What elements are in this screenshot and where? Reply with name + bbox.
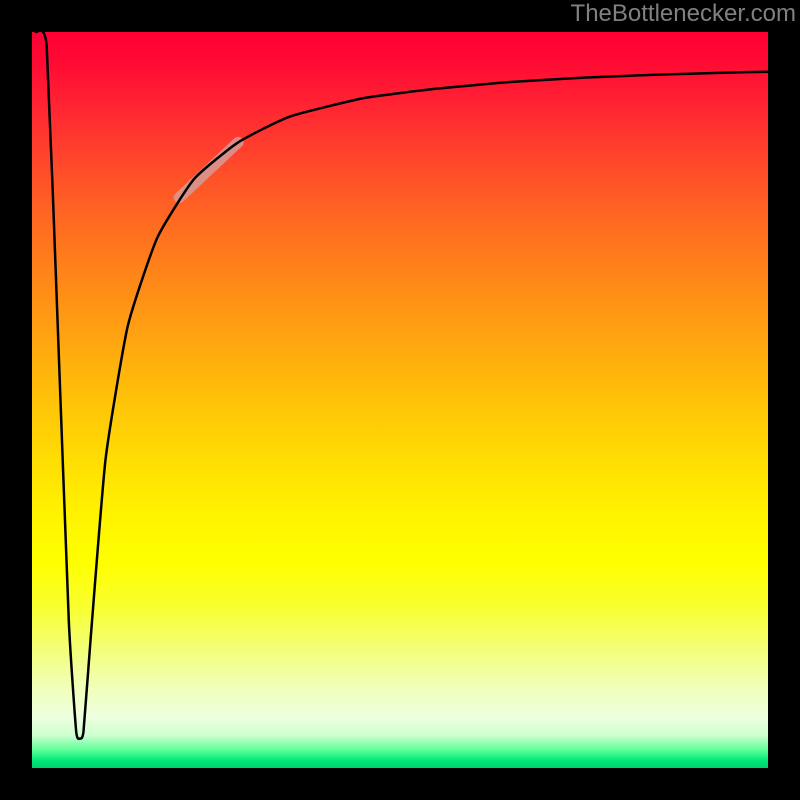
watermark-text: TheBottlenecker.com: [571, 0, 796, 28]
bottleneck-chart: [0, 0, 800, 800]
chart-container: TheBottlenecker.com: [0, 0, 800, 800]
chart-plot-area: [32, 32, 768, 768]
